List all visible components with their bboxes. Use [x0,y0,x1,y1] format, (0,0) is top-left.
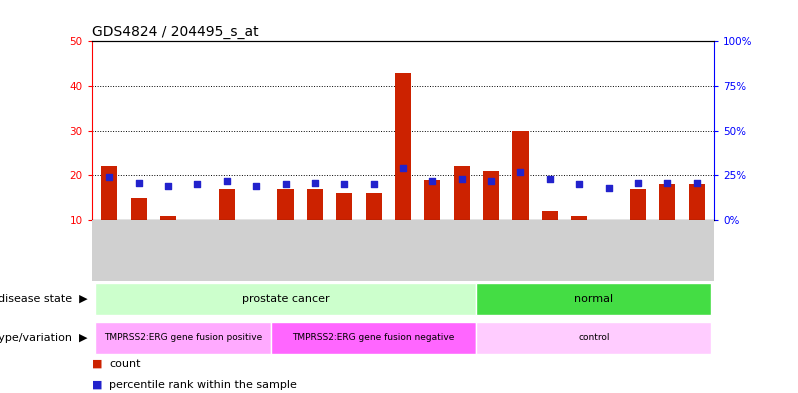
Bar [476,220,506,281]
Bar [359,220,389,281]
Text: percentile rank within the sample: percentile rank within the sample [109,380,297,390]
Text: normal: normal [575,294,614,304]
Point [279,181,292,187]
Bar [483,171,499,220]
Bar [300,220,330,281]
Text: ■: ■ [92,380,102,390]
Text: TMPRSS2:ERG gene fusion positive: TMPRSS2:ERG gene fusion positive [104,334,262,342]
Point [220,178,233,184]
Bar [131,198,147,220]
Bar [365,193,381,220]
Point [543,176,556,182]
Text: GDS4824 / 204495_s_at: GDS4824 / 204495_s_at [92,25,259,39]
Text: prostate cancer: prostate cancer [242,294,330,304]
Point [631,179,644,185]
Bar [571,216,587,220]
Point [367,181,380,187]
Bar [564,220,594,281]
Point [338,181,350,187]
Bar [336,193,353,220]
Bar [623,220,653,281]
Bar [653,220,682,281]
Bar [330,220,359,281]
FancyBboxPatch shape [95,322,271,354]
Text: control: control [578,334,610,342]
Bar [453,166,470,220]
Point [191,181,203,187]
FancyBboxPatch shape [271,322,476,354]
Bar [271,220,300,281]
Bar [278,189,294,220]
Point [309,179,322,185]
Point [573,181,586,187]
Point [514,169,527,175]
Bar [542,211,558,220]
Bar [630,189,646,220]
Point [426,178,439,184]
Bar [212,220,242,281]
Text: ■: ■ [92,358,102,369]
Bar [183,220,212,281]
Point [456,176,468,182]
Bar [242,220,271,281]
Bar [425,180,440,220]
Text: disease state  ▶: disease state ▶ [0,294,88,304]
Point [397,165,409,171]
Text: TMPRSS2:ERG gene fusion negative: TMPRSS2:ERG gene fusion negative [292,334,455,342]
Bar [153,220,183,281]
FancyBboxPatch shape [95,283,476,314]
Bar [101,166,117,220]
Bar [417,220,447,281]
Text: count: count [109,358,140,369]
Point [661,179,674,185]
Bar [535,220,564,281]
Bar [512,130,528,220]
Bar [689,184,705,220]
Bar [160,216,176,220]
Point [132,179,145,185]
Bar [307,189,323,220]
Point [484,178,497,184]
Bar [95,220,124,281]
Bar [395,73,411,220]
Point [250,183,263,189]
Point [690,179,703,185]
Bar [682,220,711,281]
FancyBboxPatch shape [476,322,711,354]
Bar [219,189,235,220]
Point [602,185,615,191]
Bar [447,220,476,281]
Bar [124,220,153,281]
Bar [594,220,623,281]
Point [103,174,116,180]
Bar [389,220,417,281]
Point [162,183,175,189]
Bar [659,184,675,220]
Bar [506,220,535,281]
FancyBboxPatch shape [476,283,711,314]
Text: genotype/variation  ▶: genotype/variation ▶ [0,333,88,343]
